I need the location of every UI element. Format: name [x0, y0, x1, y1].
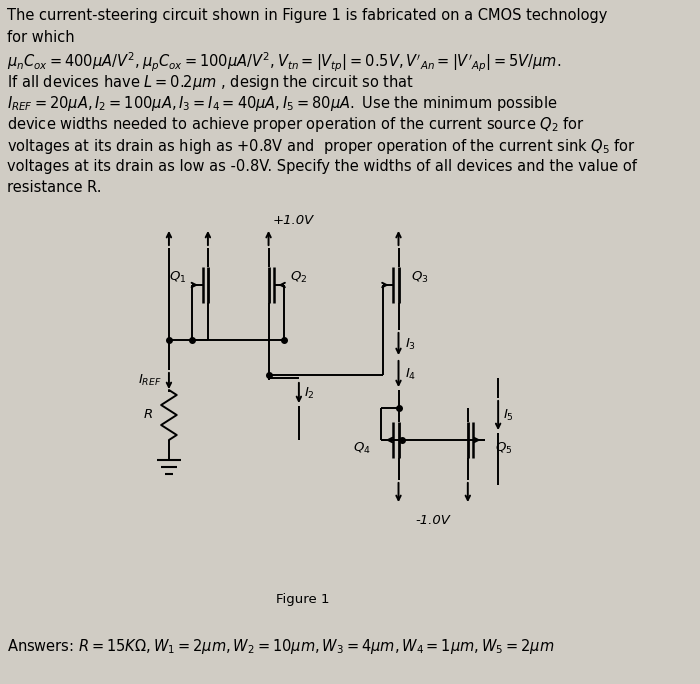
Text: $Q_2$: $Q_2$: [290, 269, 307, 285]
Text: $Q_3$: $Q_3$: [412, 269, 429, 285]
Text: for which: for which: [7, 29, 75, 44]
Text: Answers: $R = 15K\Omega, W_1 = 2\mu m, W_2 = 10\mu m, W_3 = 4\mu m, W_4 = 1\mu m: Answers: $R = 15K\Omega, W_1 = 2\mu m, W…: [7, 637, 554, 655]
Text: $I_5$: $I_5$: [503, 408, 514, 423]
Text: Figure 1: Figure 1: [276, 594, 330, 607]
Text: $Q_4$: $Q_4$: [354, 440, 371, 456]
Text: $I_3$: $I_3$: [405, 337, 416, 352]
Text: +1.0V: +1.0V: [273, 213, 314, 226]
Text: $Q_1$: $Q_1$: [169, 269, 186, 285]
Text: $I_4$: $I_4$: [405, 367, 416, 382]
Text: device widths needed to achieve proper operation of the current source $Q_2$ for: device widths needed to achieve proper o…: [7, 116, 585, 135]
Text: $I_{REF}$: $I_{REF}$: [139, 373, 162, 388]
Text: -1.0V: -1.0V: [416, 514, 451, 527]
Text: $\mu_n C_{ox} = 400\mu A/V^2, \mu_p C_{ox} = 100\mu A/V^2, V_{tn} =|V_{tp}|= 0.5: $\mu_n C_{ox} = 400\mu A/V^2, \mu_p C_{o…: [7, 51, 561, 75]
Text: resistance R.: resistance R.: [7, 180, 101, 195]
Text: voltages at its drain as high as +0.8V and  proper operation of the current sink: voltages at its drain as high as +0.8V a…: [7, 137, 636, 156]
Text: If all devices have $L = 0.2\mu m$ , design the circuit so that: If all devices have $L = 0.2\mu m$ , des…: [7, 73, 414, 92]
Text: The current-steering circuit shown in Figure 1 is fabricated on a CMOS technolog: The current-steering circuit shown in Fi…: [7, 8, 608, 23]
Text: $I_2$: $I_2$: [304, 386, 315, 401]
Text: $I_{REF} = 20\mu A, I_2 = 100\mu A, I_3 = I_4 = 40\mu A, I_5 = 80\mu A.$ Use the: $I_{REF} = 20\mu A, I_2 = 100\mu A, I_3 …: [7, 94, 557, 113]
Text: $R$: $R$: [144, 408, 153, 421]
Text: voltages at its drain as low as -0.8V. Specify the widths of all devices and the: voltages at its drain as low as -0.8V. S…: [7, 159, 637, 174]
Text: $Q_5$: $Q_5$: [496, 440, 513, 456]
